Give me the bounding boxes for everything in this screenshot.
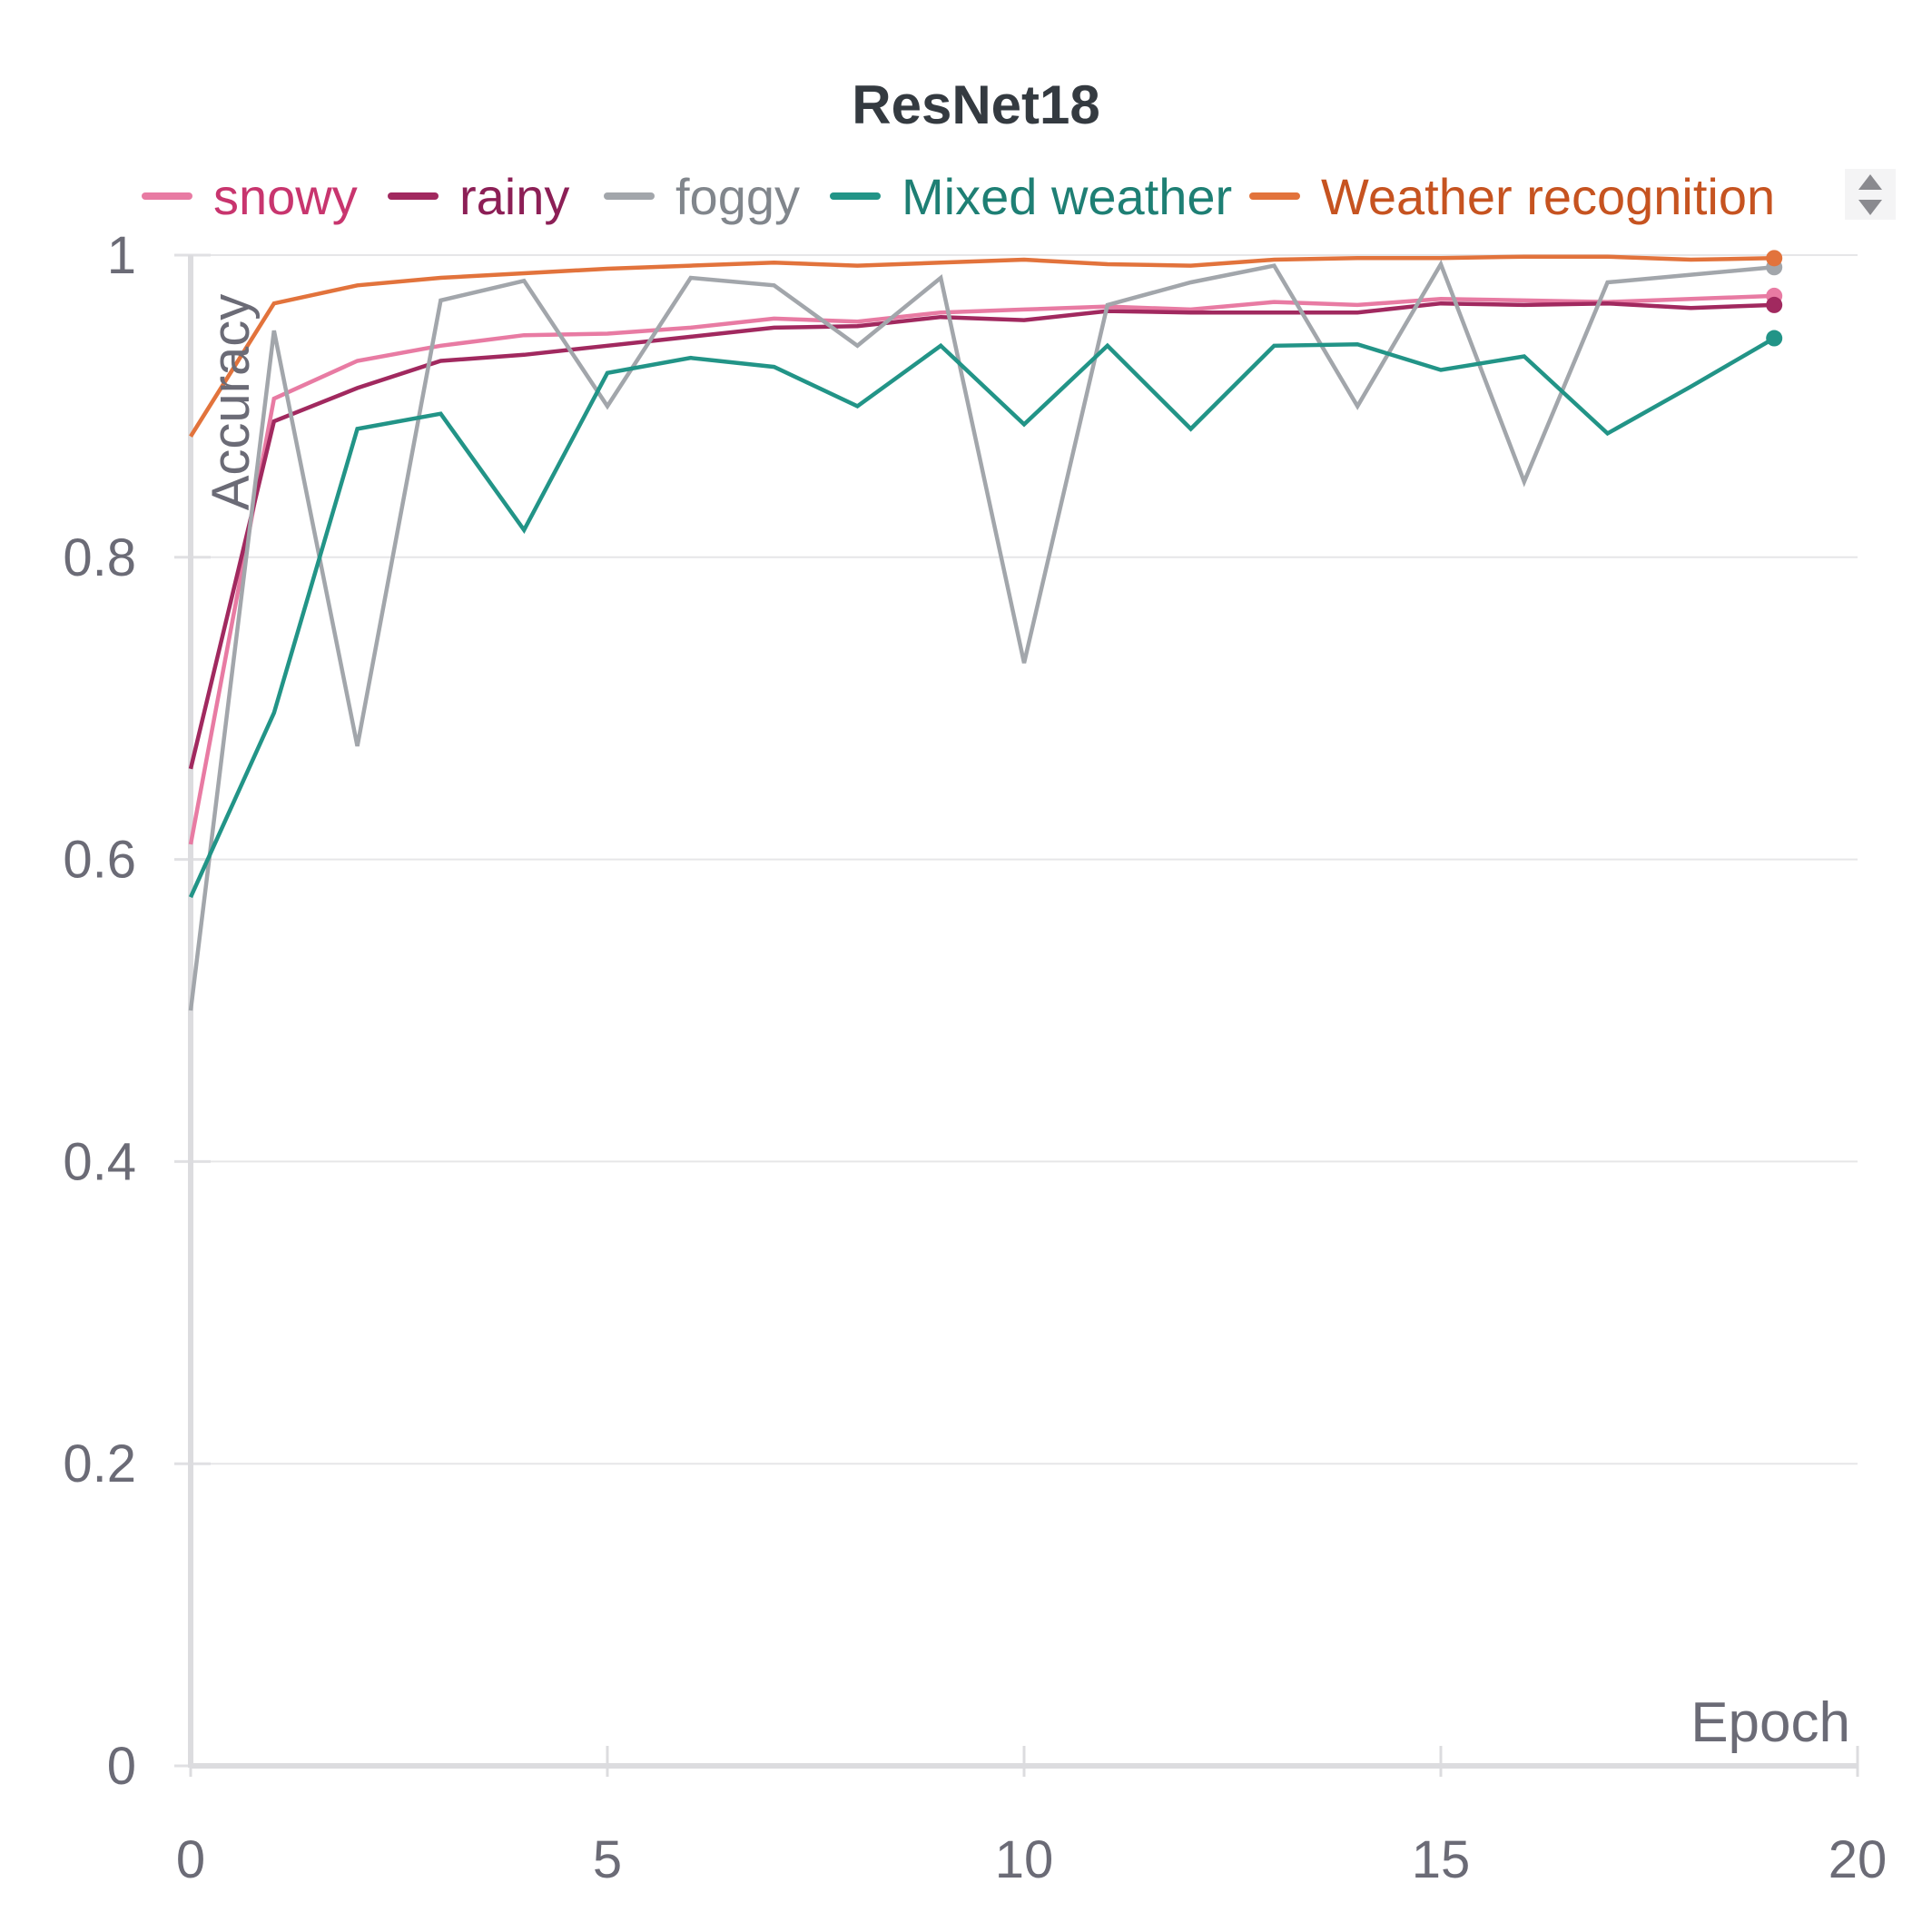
y-tick-label: 0.6: [63, 831, 136, 890]
legend-label-rainy: rainy: [459, 168, 569, 225]
x-tick-label: 5: [593, 1830, 622, 1889]
series-endpoint-weather-recognition: [1766, 250, 1783, 267]
legend-label-foggy: foggy: [675, 168, 800, 225]
series-endpoint-rainy: [1766, 296, 1783, 313]
axes: 00.20.40.60.810 5 10 15 20: [63, 226, 1887, 1889]
series-line-foggy: [188, 259, 1775, 1011]
chevron-down-icon[interactable]: [1858, 200, 1882, 215]
x-tick-label: 20: [1828, 1830, 1888, 1889]
series-line-snowy: [188, 293, 1775, 845]
y-tick-label: 1: [107, 226, 136, 285]
chart-title: ResNet18: [852, 74, 1100, 135]
grid-lines: [191, 254, 1858, 1465]
x-tick-label: 15: [1412, 1830, 1471, 1889]
legend-label-weather-recognition: Weather recognition: [1321, 168, 1775, 225]
x-tick-label: 0: [176, 1830, 205, 1889]
legend-scroll-toggle[interactable]: [1845, 169, 1896, 220]
series-line-weather-recognition: [189, 254, 1775, 438]
legend-label-mixed-weather: Mixed weather: [902, 168, 1232, 225]
y-tick-label: 0.2: [63, 1434, 136, 1493]
series-line-mixed-weather: [188, 336, 1776, 899]
y-axis-label: Accuracy: [202, 294, 261, 511]
x-axis-label: Epoch: [1690, 1691, 1850, 1754]
series-lines: [188, 250, 1783, 1011]
chevron-up-icon[interactable]: [1858, 174, 1882, 190]
y-tick-label: 0: [107, 1737, 136, 1796]
y-tick-label: 0.4: [63, 1132, 136, 1191]
legend-label-snowy: snowy: [213, 168, 358, 225]
series-line-rainy: [188, 301, 1775, 770]
legend: snowy rainy foggy Mixed weather Weather reco…: [142, 168, 1775, 225]
y-tick-label: 0.8: [63, 528, 136, 587]
series-endpoint-mixed-weather: [1766, 330, 1783, 347]
x-tick-label: 10: [995, 1830, 1054, 1889]
